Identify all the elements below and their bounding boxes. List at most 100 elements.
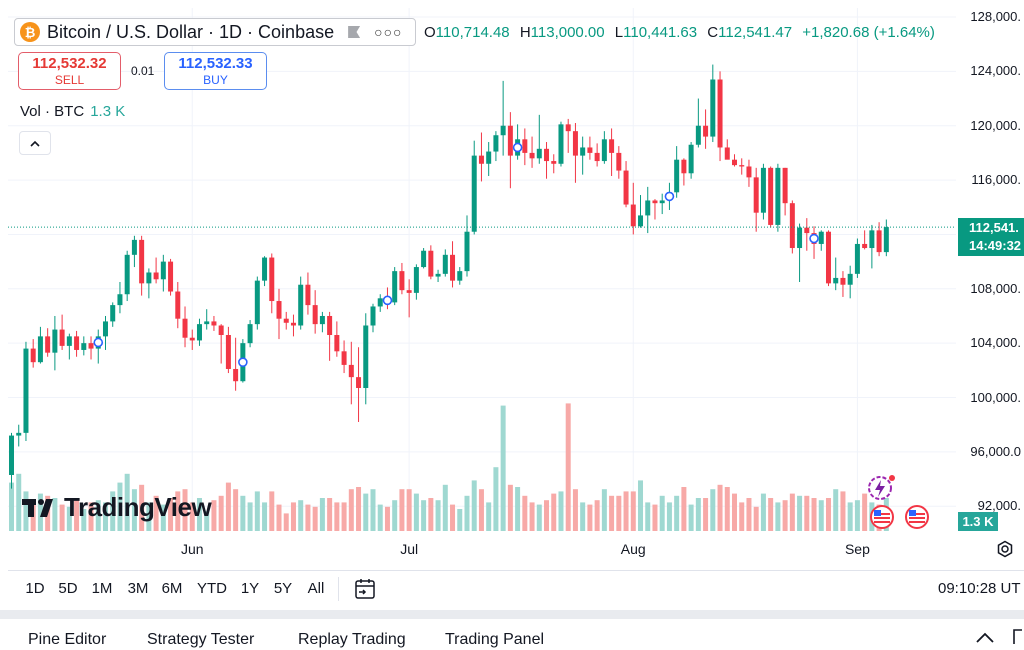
candle-body — [768, 167, 774, 225]
candle — [160, 254, 166, 292]
buy-button[interactable]: 112,532.33 BUY — [164, 52, 267, 90]
range-button-1y[interactable]: 1Y — [240, 580, 260, 597]
volume-bar — [695, 498, 701, 531]
candle-body — [175, 291, 181, 319]
volume-bar — [182, 489, 188, 531]
candle-body — [428, 250, 434, 277]
volume-bar — [110, 491, 116, 531]
event-marker-icon[interactable] — [664, 191, 675, 202]
candle-body — [645, 200, 651, 216]
price-axis-label: 108,000. — [970, 280, 1021, 296]
candle — [37, 326, 43, 364]
range-button-3m[interactable]: 3M — [127, 580, 149, 597]
volume-bar — [645, 502, 651, 531]
range-button-1d[interactable]: 1D — [25, 580, 45, 597]
volume-bar — [233, 489, 239, 531]
range-button-1m[interactable]: 1M — [91, 580, 113, 597]
candle-body — [493, 135, 499, 152]
candle — [204, 309, 210, 330]
calendar-goto-icon[interactable] — [353, 577, 377, 601]
volume-bar — [30, 502, 36, 531]
candle — [724, 139, 730, 160]
candle — [478, 132, 484, 182]
gear-icon[interactable] — [996, 540, 1014, 558]
candlesticks — [9, 64, 889, 489]
range-button-all[interactable]: All — [307, 580, 325, 597]
ai-spark-icon[interactable] — [866, 474, 898, 502]
sell-button[interactable]: 112,532.32 SELL — [18, 52, 121, 90]
volume-bar — [334, 502, 340, 531]
candle — [298, 276, 304, 330]
volume-bar — [587, 504, 593, 531]
high-value: 113,000.00 — [530, 24, 605, 41]
collapse-legend-button[interactable] — [19, 131, 51, 155]
volume-bar — [218, 495, 224, 531]
range-button-6m[interactable]: 6M — [161, 580, 183, 597]
candle-body — [356, 377, 362, 389]
event-marker-icon[interactable] — [93, 337, 104, 348]
range-button-5d[interactable]: 5D — [58, 580, 78, 597]
candle-body — [601, 139, 607, 162]
volume-bar — [81, 509, 87, 531]
volume-bar — [782, 500, 788, 531]
volume-bar — [356, 487, 362, 531]
more-options-icon[interactable]: ○○○ — [374, 24, 403, 40]
volume-bar — [131, 489, 137, 531]
volume-bar — [421, 500, 427, 531]
candle — [59, 314, 65, 350]
candle — [363, 313, 369, 405]
us-flag-event-icon-2[interactable] — [904, 504, 930, 530]
candle-body — [883, 227, 889, 253]
volume-bar — [493, 467, 499, 531]
event-marker-icon[interactable] — [238, 357, 248, 367]
candle — [789, 200, 795, 254]
candle-body — [558, 124, 564, 164]
range-button-ytd[interactable]: YTD — [197, 580, 227, 597]
volume-bar — [544, 500, 550, 531]
candle — [688, 142, 694, 179]
panel-tab-trading-panel[interactable]: Trading Panel — [445, 631, 545, 648]
candle-body — [536, 148, 542, 159]
candle-body — [30, 348, 36, 363]
candle — [225, 326, 231, 374]
volume-legend[interactable]: Vol · BTC 1.3 K — [20, 103, 125, 120]
volume-bar — [457, 509, 463, 531]
volume-bar — [168, 498, 174, 531]
candle — [847, 265, 853, 299]
price-axis-label: 104,000. — [970, 335, 1021, 351]
event-marker-icon[interactable] — [809, 233, 819, 244]
tradingview-logo-icon — [22, 498, 53, 517]
symbol-header[interactable]: ₿ Bitcoin / U.S. Dollar · 1D · Coinbase … — [14, 18, 416, 46]
candle — [247, 320, 253, 348]
utc-clock[interactable]: 09:10:28 UT — [938, 580, 1021, 597]
candle — [862, 230, 868, 250]
candle — [493, 131, 499, 162]
maximize-panel-icon[interactable] — [1012, 628, 1024, 646]
volume-bar — [703, 498, 709, 531]
candle-body — [59, 329, 65, 346]
candle-body — [522, 139, 528, 153]
candle-body — [464, 231, 470, 272]
volume-bar — [551, 493, 557, 531]
time-axis-label: Jul — [400, 541, 419, 557]
candle — [825, 230, 831, 287]
candle-body — [609, 139, 615, 153]
candle — [601, 131, 607, 164]
volume-bar — [811, 498, 817, 531]
panel-tab-replay-trading[interactable]: Replay Trading — [298, 631, 406, 648]
range-button-5y[interactable]: 5Y — [273, 580, 293, 597]
panel-tab-strategy-tester[interactable]: Strategy Tester — [147, 631, 255, 648]
volume-bar — [688, 504, 694, 531]
event-marker-icon[interactable] — [382, 295, 393, 306]
event-marker-icon[interactable] — [512, 142, 523, 153]
us-flag-event-icon[interactable] — [869, 504, 895, 530]
chevron-up-icon[interactable] — [975, 630, 995, 644]
panel-tab-pine-editor[interactable]: Pine Editor — [28, 631, 107, 648]
flag-icon[interactable] — [348, 26, 361, 38]
symbol-title[interactable]: Bitcoin / U.S. Dollar · 1D · Coinbase — [47, 21, 335, 42]
candle-body — [825, 231, 831, 284]
candle-body — [421, 250, 427, 268]
candle — [23, 341, 29, 442]
volume-bar — [558, 491, 564, 531]
